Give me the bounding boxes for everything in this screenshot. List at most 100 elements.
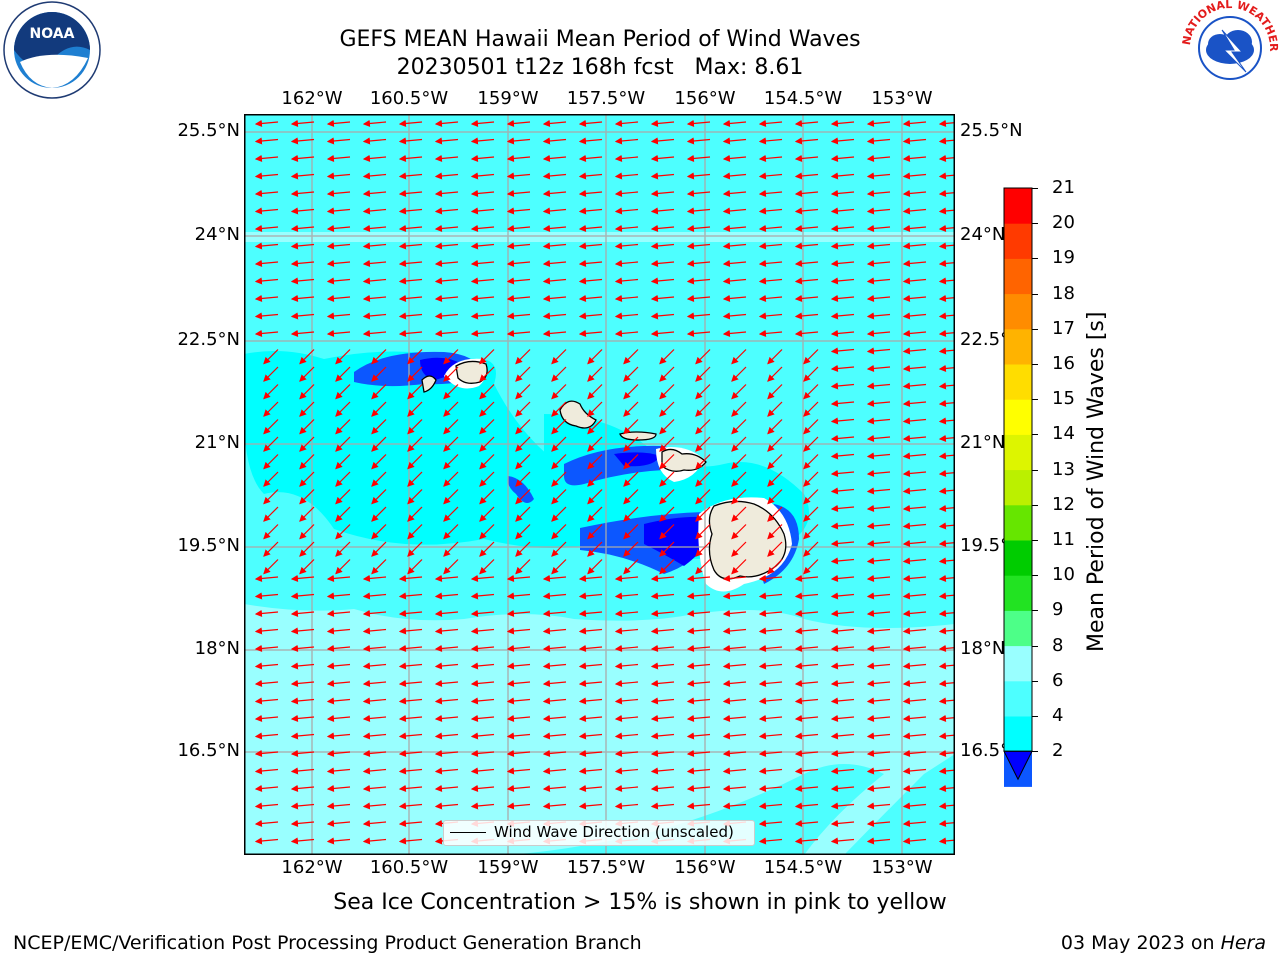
wind-arrow	[722, 574, 747, 583]
wind-arrow	[686, 189, 711, 198]
wind-arrow	[290, 627, 315, 635]
wind-arrow	[506, 242, 531, 250]
wind-arrow	[938, 242, 955, 250]
wind-arrow	[254, 819, 279, 828]
wind-arrow	[686, 172, 711, 180]
wind-arrow	[794, 294, 819, 303]
wind-arrow	[299, 541, 315, 557]
wind-arrow	[767, 454, 783, 470]
wind-arrow	[938, 154, 955, 163]
wind-arrow	[443, 454, 459, 470]
wind-arrow	[794, 574, 819, 583]
wind-arrow	[830, 312, 855, 320]
wind-arrow	[830, 434, 855, 443]
wind-arrow	[938, 557, 955, 565]
colorbar-tick: 16	[1052, 353, 1075, 374]
wind-arrow	[362, 294, 387, 303]
wind-arrow	[551, 489, 567, 505]
wind-arrow	[578, 172, 603, 180]
wind-arrow	[794, 172, 819, 180]
wind-arrow	[371, 524, 387, 540]
wind-arrow	[659, 506, 675, 522]
wind-arrow	[686, 644, 711, 653]
wind-arrow	[902, 259, 927, 268]
wind-arrow	[767, 366, 783, 382]
wind-arrow	[551, 436, 567, 452]
wind-arrow	[722, 697, 747, 705]
wind-arrow	[506, 294, 531, 303]
wind-arrow	[938, 732, 955, 740]
wind-arrow	[803, 471, 819, 487]
wind-arrow	[758, 837, 783, 845]
wind-arrow	[722, 802, 747, 810]
wind-arrow	[695, 489, 711, 505]
wind-arrow	[434, 224, 459, 233]
wind-arrow	[614, 137, 639, 145]
wind-arrow	[299, 454, 315, 470]
colorbar-tick-mark	[1032, 504, 1038, 506]
wind-arrow	[326, 802, 351, 810]
wind-arrow	[551, 524, 567, 540]
colorbar-tick-mark	[1032, 680, 1038, 682]
wind-arrow	[578, 802, 603, 810]
wind-arrow	[794, 329, 819, 338]
wind-arrow	[479, 349, 495, 365]
wind-arrow	[506, 329, 531, 338]
wind-arrow	[362, 119, 387, 128]
wind-arrow	[515, 349, 531, 365]
wind-arrow	[398, 312, 423, 320]
wind-arrow	[362, 312, 387, 320]
wind-arrow	[866, 819, 891, 828]
wind-arrow	[758, 784, 783, 793]
wind-arrow	[902, 469, 927, 478]
wind-arrow	[335, 489, 351, 505]
wind-arrow	[830, 627, 855, 635]
wind-arrow	[866, 259, 891, 268]
wind-arrow	[398, 277, 423, 285]
wind-arrow	[470, 627, 495, 635]
wind-arrow	[290, 294, 315, 303]
wind-arrow	[371, 541, 387, 557]
wind-arrow	[938, 767, 955, 775]
wind-arrow	[767, 506, 783, 522]
wind-arrow	[407, 419, 423, 435]
wind-arrow	[614, 609, 639, 618]
wind-arrow	[938, 329, 955, 338]
wind-arrow	[866, 189, 891, 198]
wind-arrow	[866, 592, 891, 600]
wind-arrow	[902, 679, 927, 688]
wind-arrow	[470, 259, 495, 268]
lon-tick-top: 157.5°W	[566, 88, 646, 109]
wind-arrow	[362, 697, 387, 705]
wind-arrow	[407, 349, 423, 365]
wind-arrow	[614, 592, 639, 600]
wind-arrow	[902, 819, 927, 828]
wind-arrow	[938, 714, 955, 723]
wind-arrow	[326, 592, 351, 600]
wind-arrow	[362, 154, 387, 163]
wind-arrow	[866, 154, 891, 163]
wind-arrow	[650, 189, 675, 198]
wind-arrow	[830, 417, 855, 425]
wind-arrow	[542, 767, 567, 775]
wind-arrow	[758, 592, 783, 600]
wind-arrow	[902, 119, 927, 128]
wind-arrow	[299, 419, 315, 435]
lat-tick-left: 25.5°N	[177, 120, 240, 141]
wind-arrow	[614, 277, 639, 285]
wind-arrow	[443, 559, 459, 575]
wind-arrow	[794, 609, 819, 618]
wind-arrow	[902, 784, 927, 793]
colorbar-tick-mark	[1032, 751, 1038, 753]
wind-arrow	[362, 609, 387, 618]
footer-branch: NCEP/EMC/Verification Post Processing Pr…	[13, 932, 642, 954]
wind-arrow	[434, 749, 459, 758]
wind-arrow	[263, 559, 279, 575]
wind-arrow	[398, 802, 423, 810]
wind-arrow	[506, 189, 531, 198]
legend-label: Wind Wave Direction (unscaled)	[494, 823, 734, 841]
wind-arrow	[362, 259, 387, 268]
wind-arrow	[290, 609, 315, 618]
wind-arrow	[290, 662, 315, 670]
wind-arrow	[866, 837, 891, 845]
